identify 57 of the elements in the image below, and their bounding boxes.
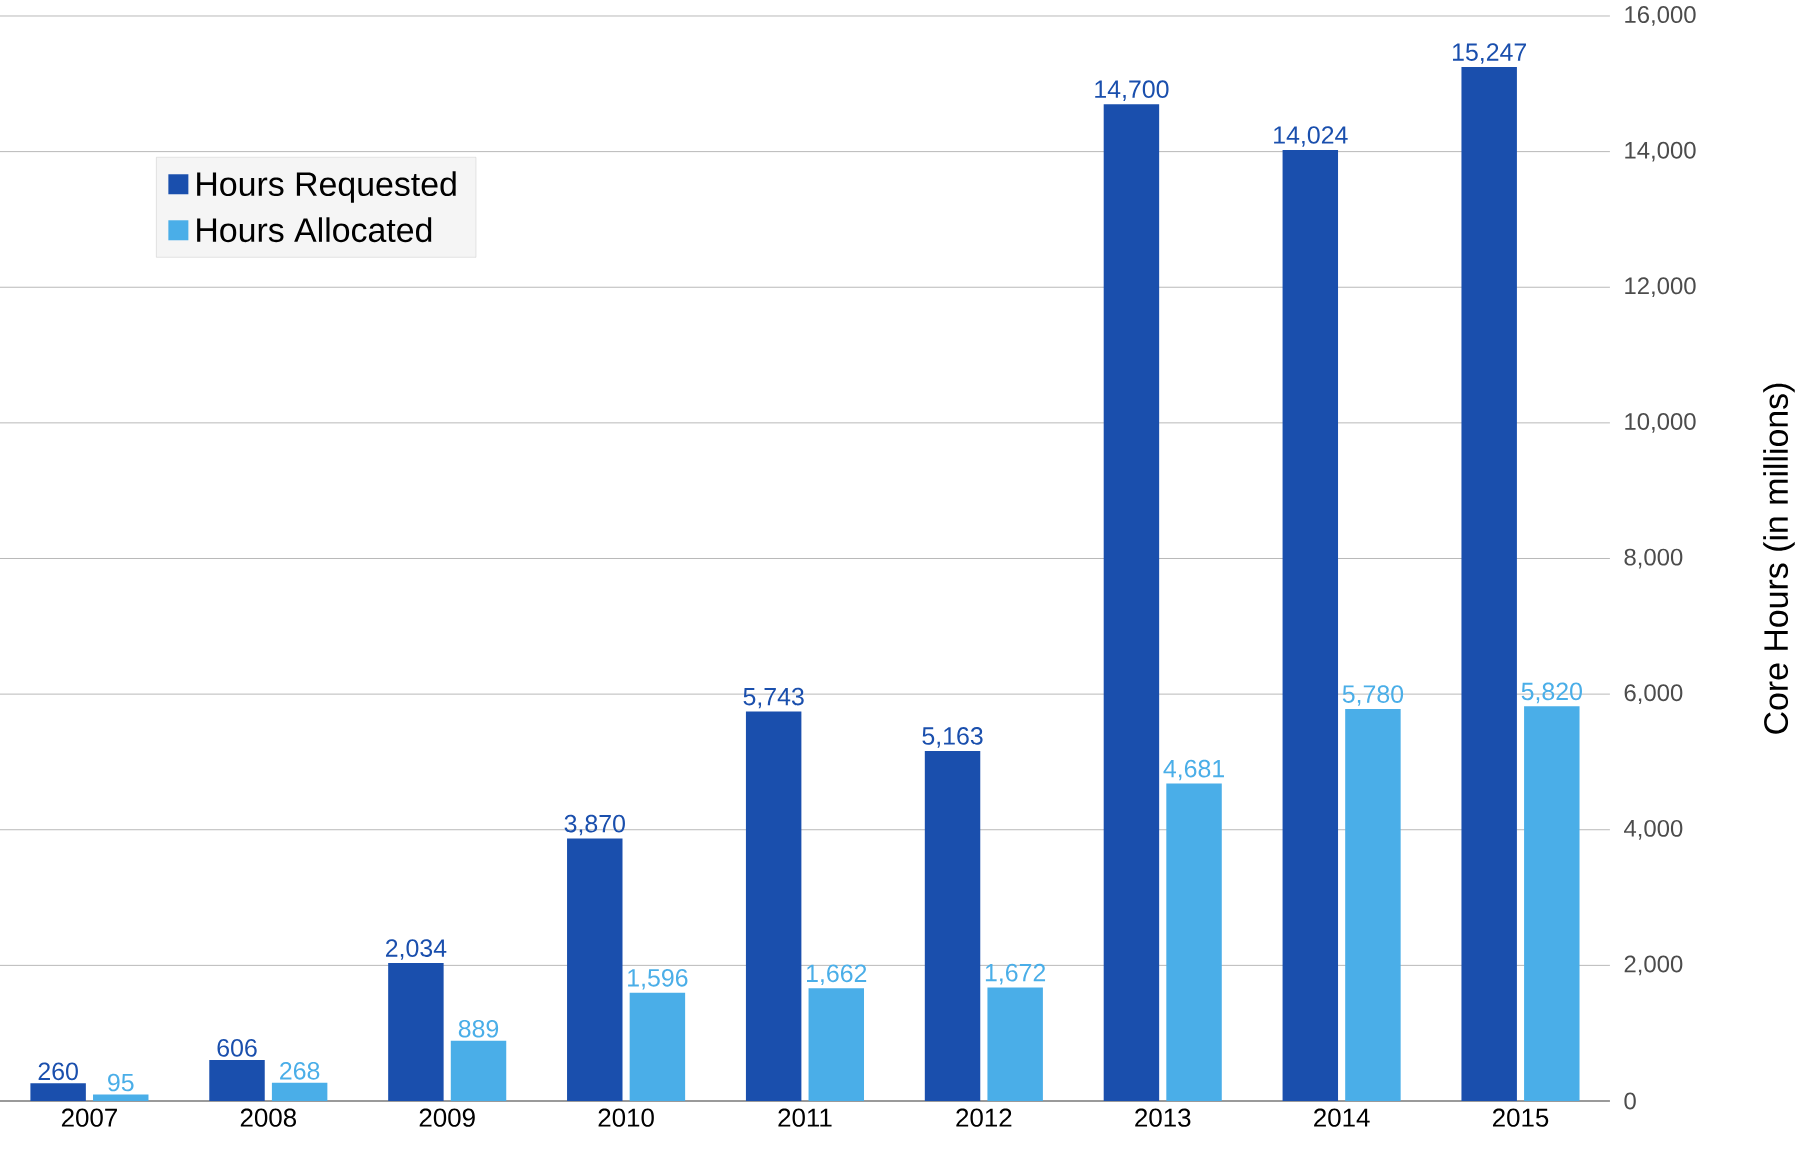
data-label: 5,820	[1521, 682, 1582, 704]
bar	[388, 963, 444, 1101]
data-label: 2,034	[385, 939, 447, 960]
y-tick-label: 16,000	[1625, 6, 1696, 26]
legend-label: Hours Allocated	[197, 217, 432, 243]
y-tick-label: 10,000	[1625, 413, 1696, 433]
y-tick-label: 2,000	[1624, 955, 1683, 976]
y-axis-title: Core Hours (in millions)	[1763, 383, 1795, 734]
data-label: 3,870	[564, 814, 625, 836]
y-tick-label: 6,000	[1624, 684, 1683, 704]
x-tick-label: 2011	[778, 1108, 832, 1127]
bar	[1282, 149, 1339, 1101]
x-tick-label: 2013	[1135, 1108, 1191, 1127]
x-tick-label: 2009	[419, 1108, 475, 1127]
bar	[1103, 104, 1160, 1101]
data-label: 5,780	[1342, 685, 1404, 706]
data-label: 1,662	[807, 964, 867, 986]
data-label: 14,024	[1274, 126, 1348, 147]
bar	[1524, 706, 1580, 1101]
bar	[745, 711, 802, 1101]
data-label: 260	[38, 1062, 78, 1081]
bar	[30, 1083, 86, 1101]
data-label: 1,596	[628, 968, 688, 990]
y-tick-label: 8,000	[1624, 548, 1683, 569]
bar	[567, 838, 623, 1101]
legend-label: Hours Requested	[197, 171, 456, 203]
data-label: 1,672	[985, 963, 1046, 985]
bar	[987, 987, 1043, 1101]
bar	[1461, 67, 1517, 1101]
data-label: 268	[280, 1061, 320, 1080]
data-label: 14,700	[1095, 80, 1169, 101]
x-tick-label: 2010	[598, 1108, 654, 1127]
x-tick-label: 2007	[61, 1108, 117, 1127]
data-label: 889	[458, 1019, 499, 1038]
bar	[808, 988, 865, 1101]
bar	[450, 1040, 507, 1101]
data-label: 5,743	[743, 687, 804, 709]
data-label: 606	[217, 1039, 257, 1057]
x-tick-label: 2012	[956, 1108, 1012, 1127]
bar	[924, 750, 981, 1101]
data-label: 15,247	[1452, 43, 1527, 64]
y-tick-label: 0	[1624, 1092, 1636, 1110]
x-tick-label: 2014	[1314, 1108, 1370, 1127]
bar	[1345, 709, 1401, 1101]
bar	[271, 1082, 328, 1101]
bar	[209, 1059, 265, 1101]
bar	[1166, 783, 1222, 1101]
bar	[93, 1094, 149, 1101]
data-label: 95	[108, 1073, 134, 1092]
data-label: 4,681	[1163, 759, 1224, 781]
data-label: 5,163	[922, 727, 983, 748]
y-tick-label: 14,000	[1625, 141, 1696, 162]
x-tick-label: 2008	[240, 1108, 296, 1127]
y-tick-label: 12,000	[1625, 277, 1696, 298]
x-tick-label: 2015	[1492, 1108, 1549, 1127]
y-tick-label: 4,000	[1624, 819, 1683, 840]
bar	[629, 992, 686, 1101]
